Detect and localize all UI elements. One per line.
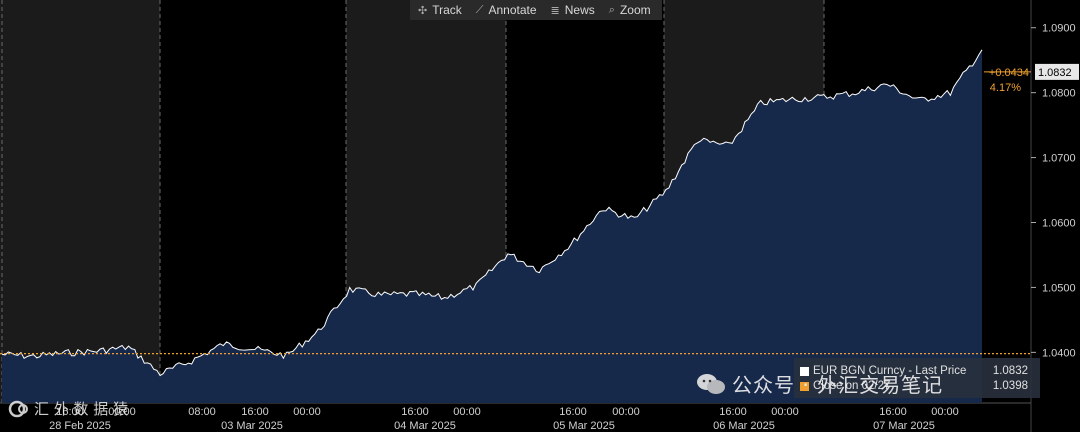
- chart-toolbar: ✣ Track ⟋ Annotate ≣ News ⌕ Zoom: [410, 0, 662, 20]
- x-tick-label: 00:00: [612, 406, 640, 418]
- pencil-icon: ⟋: [475, 3, 484, 16]
- x-tick-label: 00:00: [931, 406, 959, 418]
- last-price-tag-bg: [1035, 63, 1079, 80]
- watermark-corner-text: 汇 外 数 据 猿: [34, 400, 129, 418]
- change-pct-label: 4.17%: [990, 82, 1021, 94]
- x-date-label: 06 Mar 2025: [713, 420, 775, 432]
- x-date-label: 07 Mar 2025: [873, 420, 935, 432]
- legend-value: 1.0398: [992, 380, 1028, 392]
- logo-icon: [8, 400, 28, 417]
- y-tick-label: 1.0600: [1042, 218, 1076, 230]
- legend-value: 1.0832: [992, 365, 1028, 377]
- x-date-label: 05 Mar 2025: [553, 420, 615, 432]
- toolbar-label: Track: [432, 3, 462, 17]
- x-date-label: 28 Feb 2025: [49, 420, 111, 432]
- price-area-fill: [2, 49, 982, 404]
- x-tick-label: 00:00: [108, 406, 136, 418]
- legend-item-last-price[interactable]: EUR BGN Curncy - Last Price: [800, 365, 966, 377]
- x-tick-label: 16:00: [719, 406, 747, 418]
- news-icon: ≣: [550, 4, 560, 17]
- legend-label: Close on 02/27: [813, 380, 891, 392]
- legend-label: EUR BGN Curncy - Last Price: [813, 365, 967, 377]
- watermark: 公众号 · 外汇交易笔记: [696, 369, 943, 398]
- x-tick-label: 16:00: [401, 406, 429, 418]
- legend-swatch-white: [800, 366, 809, 376]
- wechat-icon: [697, 373, 725, 394]
- x-tick-label: 00:00: [771, 406, 799, 418]
- y-axis: 1.0900 1.0800 1.0700 1.0600 1.0500 1.0400: [1031, 23, 1076, 359]
- y-tick-label: 1.0900: [1042, 23, 1076, 35]
- watermark-text: 公众号 · 外汇交易笔记: [732, 373, 944, 397]
- chart-legend: EUR BGN Curncy - Last Price 1.0832 Close…: [794, 358, 1040, 398]
- crosshair-icon: ✣: [418, 4, 428, 17]
- magnifier-icon: ⌕: [608, 3, 615, 16]
- toolbar-annotate-button[interactable]: ⟋ Annotate: [476, 3, 537, 17]
- x-tick-label: 00:00: [453, 406, 481, 418]
- x-tick-label: 00:00: [293, 406, 321, 418]
- y-tick-label: 1.0400: [1042, 347, 1076, 359]
- y-tick-label: 1.0800: [1042, 88, 1076, 100]
- y-tick-label: 1.0700: [1042, 153, 1076, 165]
- toolbar-news-button[interactable]: ≣ News: [551, 3, 595, 17]
- x-tick-label: 08:00: [188, 406, 216, 418]
- toolbar-label: Zoom: [619, 3, 651, 17]
- toolbar-label: News: [564, 3, 595, 17]
- x-tick-label: 16:00: [241, 406, 269, 418]
- last-price-tag: 1.0832: [1038, 67, 1072, 79]
- x-tick-label: 16:00: [56, 406, 84, 418]
- x-date-label: 03 Mar 2025: [221, 420, 283, 432]
- toolbar-label: Annotate: [488, 3, 537, 17]
- price-annotations: 1.0832 +0.0434 4.17%: [984, 63, 1079, 94]
- legend-swatch-orange: [800, 381, 809, 391]
- watermark-corner: 汇 外 数 据 猿: [8, 398, 128, 419]
- price-line: [1, 49, 983, 377]
- change-abs-label: +0.0434: [989, 67, 1029, 79]
- x-date-label: 04 Mar 2025: [394, 420, 456, 432]
- x-tick-label: 16:00: [559, 406, 587, 418]
- x-tick-label: 16:00: [879, 406, 907, 418]
- x-axis: 16:00 00:00 08:00 16:00 00:00 16:00 00:00 16:00…: [49, 406, 959, 432]
- y-tick-label: 1.0500: [1042, 282, 1076, 294]
- toolbar-track-button[interactable]: ✣ Track: [418, 3, 462, 17]
- session-band: [0, 0, 160, 403]
- toolbar-zoom-button[interactable]: ⌕ Zoom: [609, 3, 651, 17]
- legend-item-close[interactable]: Close on 02/27: [800, 380, 890, 392]
